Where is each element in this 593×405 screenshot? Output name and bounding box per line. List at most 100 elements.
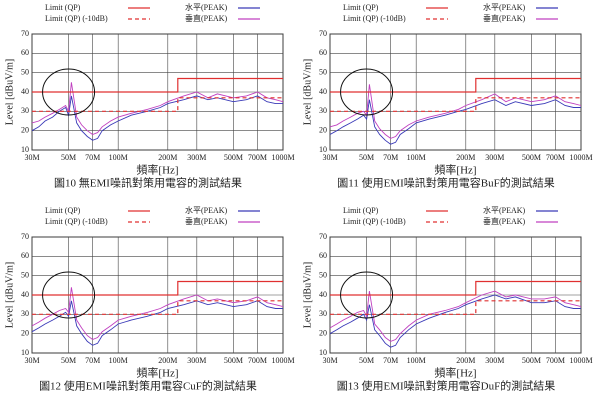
y-tick-label: 10 (21, 145, 29, 154)
series-line (329, 290, 582, 342)
y-axis-label: Level [dBuV/m] (302, 59, 313, 125)
legend-label: 水平(PEAK) (483, 2, 526, 12)
legend-label: Limit (QP) (-10dB) (45, 217, 108, 226)
y-tick-label: 20 (21, 328, 29, 337)
y-tick-label: 30 (319, 309, 327, 318)
y-tick-label: 50 (319, 67, 327, 76)
y-tick-label: 40 (319, 87, 327, 96)
y-tick-label: 20 (319, 125, 327, 134)
legend-label: 垂直(PEAK) (483, 13, 526, 23)
y-axis-label: Level [dBuV/m] (302, 262, 313, 328)
series-line (31, 287, 284, 341)
y-tick-label: 50 (21, 67, 29, 76)
x-tick-label: 300M (187, 356, 206, 365)
annotation-circle (42, 68, 96, 116)
x-tick-label: 100M (407, 153, 426, 162)
y-tick-label: 60 (21, 251, 29, 260)
annotation-circle (340, 271, 394, 319)
x-tick-label: 50M (359, 356, 374, 365)
y-tick-label: 60 (319, 251, 327, 260)
series-line (330, 97, 581, 112)
x-tick-label: 1000M (271, 356, 294, 365)
x-tick-label: 50M (61, 153, 76, 162)
x-tick-label: 70M (383, 153, 398, 162)
series-line (330, 280, 581, 296)
y-tick-label: 50 (319, 270, 327, 279)
x-axis-label: 頻率[Hz] (136, 366, 178, 380)
legend-label: 水平(PEAK) (483, 205, 526, 215)
chart-caption: 圖10 無EMI噪訊對策用電容的測試結果 (54, 176, 242, 190)
y-axis-label: Level [dBuV/m] (4, 262, 15, 328)
y-tick-label: 30 (319, 106, 327, 115)
chart-caption: 圖11 使用EMI噪訊對策用電容BuF的測試結果 (337, 176, 554, 190)
series-line (32, 300, 283, 315)
x-tick-label: 500M (224, 356, 243, 365)
x-tick-label: 30M (322, 153, 337, 162)
series-line (330, 300, 581, 315)
y-tick-label: 40 (21, 87, 29, 96)
x-tick-label: 200M (158, 153, 177, 162)
series-line (329, 294, 581, 348)
legend-label: 垂直(PEAK) (483, 216, 526, 226)
x-tick-label: 100M (407, 356, 426, 365)
x-tick-label: 1000M (569, 356, 592, 365)
y-tick-label: 70 (319, 29, 327, 38)
y-tick-label: 10 (21, 348, 29, 357)
series-line (31, 95, 283, 141)
x-tick-label: 30M (322, 356, 337, 365)
x-tick-label: 500M (522, 356, 541, 365)
x-tick-label: 200M (456, 153, 475, 162)
annotation-circle (340, 68, 394, 116)
legend-label: Limit (QP) (45, 206, 81, 215)
x-tick-label: 500M (224, 153, 243, 162)
x-tick-label: 100M (109, 153, 128, 162)
y-axis-label: Level [dBuV/m] (4, 59, 15, 125)
y-tick-label: 30 (21, 309, 29, 318)
x-tick-label: 1000M (271, 153, 294, 162)
chart-caption: 圖13 使用EMI噪訊對策用電容DuF的測試結果 (337, 379, 555, 393)
x-tick-label: 50M (359, 153, 374, 162)
y-tick-label: 10 (319, 348, 327, 357)
y-tick-label: 60 (319, 48, 327, 57)
legend-label: Limit (QP) (343, 206, 379, 215)
x-tick-label: 300M (485, 153, 504, 162)
series-line (31, 300, 283, 346)
x-axis-label: 頻率[Hz] (136, 163, 178, 177)
series-line (329, 84, 582, 139)
legend-label: 水平(PEAK) (185, 2, 228, 12)
y-tick-label: 50 (21, 270, 29, 279)
y-tick-label: 70 (319, 232, 327, 241)
legend-label: Limit (QP) (343, 3, 379, 12)
y-tick-label: 10 (319, 145, 327, 154)
x-tick-label: 500M (522, 153, 541, 162)
x-axis-label: 頻率[Hz] (434, 163, 476, 177)
x-tick-label: 30M (24, 356, 39, 365)
x-tick-label: 700M (248, 356, 267, 365)
annotation-circle (42, 271, 96, 319)
series-line (32, 280, 283, 296)
x-tick-label: 200M (456, 356, 475, 365)
series-line (329, 99, 581, 145)
x-axis-label: 頻率[Hz] (434, 366, 476, 380)
legend-label: Limit (QP) (45, 3, 81, 12)
y-tick-label: 40 (21, 290, 29, 299)
series-line (330, 77, 581, 93)
x-tick-label: 30M (24, 153, 39, 162)
x-tick-label: 1000M (569, 153, 592, 162)
legend-label: Limit (QP) (-10dB) (45, 14, 108, 23)
y-tick-label: 20 (21, 125, 29, 134)
x-tick-label: 70M (383, 356, 398, 365)
x-tick-label: 300M (485, 356, 504, 365)
y-tick-label: 70 (21, 232, 29, 241)
y-tick-label: 70 (21, 29, 29, 38)
series-line (32, 97, 283, 112)
x-tick-label: 300M (187, 153, 206, 162)
x-tick-label: 700M (248, 153, 267, 162)
y-tick-label: 60 (21, 48, 29, 57)
x-tick-label: 70M (85, 356, 100, 365)
x-tick-label: 50M (61, 356, 76, 365)
legend-label: Limit (QP) (-10dB) (343, 14, 406, 23)
legend-label: 垂直(PEAK) (185, 216, 228, 226)
series-line (32, 77, 283, 93)
